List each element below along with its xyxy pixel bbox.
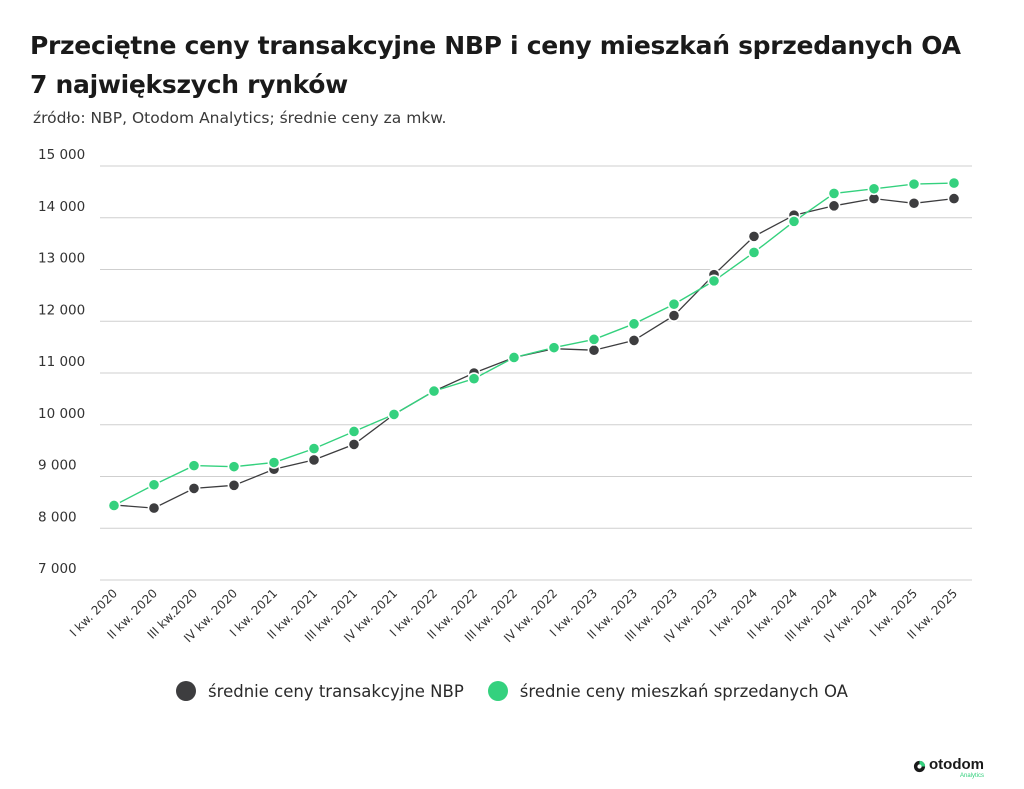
data-point-oa [387, 407, 401, 421]
chart-title-line1: Przeciętne ceny transakcyjne NBP i ceny … [30, 31, 961, 60]
data-point-oa [627, 317, 641, 331]
data-point-oa [347, 425, 361, 438]
data-point-oa [827, 187, 841, 200]
data-point-oa [107, 499, 121, 512]
logo-sub: Analytics [959, 773, 984, 779]
chart-title: Przeciętne ceny transakcyjne NBP i ceny … [30, 26, 961, 104]
data-point-oa [907, 177, 921, 191]
data-point-oa [547, 341, 561, 355]
chart-subtitle: źródło: NBP, Otodom Analytics; średnie c… [33, 109, 447, 127]
data-point-oa [507, 351, 521, 364]
data-point-oa [427, 384, 441, 398]
y-tick-label: 9 000 [38, 458, 77, 474]
y-tick-label: 12 000 [38, 302, 85, 318]
data-point-nbp [347, 438, 361, 451]
data-point-nbp [627, 333, 641, 347]
data-point-nbp [907, 196, 921, 210]
otodom-logo-icon [913, 760, 926, 773]
y-axis: 7 000 8 000 9 000 10 000 11 000 12 000 13 000 1… [38, 147, 85, 577]
data-point-nbp [747, 229, 761, 243]
data-point-oa [187, 459, 201, 473]
data-point-oa [227, 460, 241, 474]
data-point-oa [587, 332, 601, 346]
data-point-oa [747, 246, 761, 259]
data-point-nbp [307, 453, 321, 467]
series-line-oa [113, 182, 955, 507]
data-point-oa [667, 297, 681, 311]
data-point-oa [787, 214, 801, 228]
data-point-oa [267, 456, 281, 469]
legend-item-nbp: średnie ceny transakcyjne NBP [176, 681, 464, 701]
legend-item-oa: średnie ceny mieszkań sprzedanych OA [487, 681, 848, 701]
chart-title-line2: 7 największych rynków [30, 70, 348, 99]
logo-name: otodom [929, 756, 984, 773]
y-tick-label: 7 000 [38, 561, 77, 577]
y-tick-label: 11 000 [38, 354, 85, 370]
y-tick-label: 15 000 [38, 147, 85, 163]
data-point-nbp [227, 478, 241, 492]
data-point-oa [707, 274, 721, 288]
data-point-nbp [827, 199, 841, 213]
line-chart: 7 000 8 000 9 000 10 000 11 000 12 000 13 000 1… [38, 147, 972, 645]
y-tick-label: 10 000 [38, 406, 85, 422]
data-point-nbp [187, 482, 201, 495]
otodom-logo: otodom Analytics [913, 757, 984, 780]
data-point-nbp [587, 343, 601, 357]
legend-label-nbp: średnie ceny transakcyjne NBP [208, 681, 464, 701]
data-point-nbp [667, 309, 681, 322]
data-point-oa [867, 182, 881, 196]
data-point-nbp [947, 192, 961, 206]
grid-lines [100, 165, 972, 581]
y-tick-label: 13 000 [38, 251, 85, 267]
data-point-oa [307, 442, 321, 455]
legend-marker-oa [487, 681, 508, 701]
data-point-oa [147, 478, 161, 492]
y-tick-label: 14 000 [38, 199, 85, 215]
series-group [107, 176, 961, 515]
y-tick-label: 8 000 [38, 509, 77, 525]
legend-marker-nbp [176, 681, 197, 701]
series-line-nbp [113, 197, 955, 509]
legend-label-oa: średnie ceny mieszkań sprzedanych OA [519, 681, 848, 701]
data-point-oa [467, 372, 481, 386]
data-point-nbp [147, 501, 161, 515]
data-point-oa [947, 176, 961, 190]
chart-legend: średnie ceny transakcyjne NBP średnie ce… [0, 681, 1024, 701]
